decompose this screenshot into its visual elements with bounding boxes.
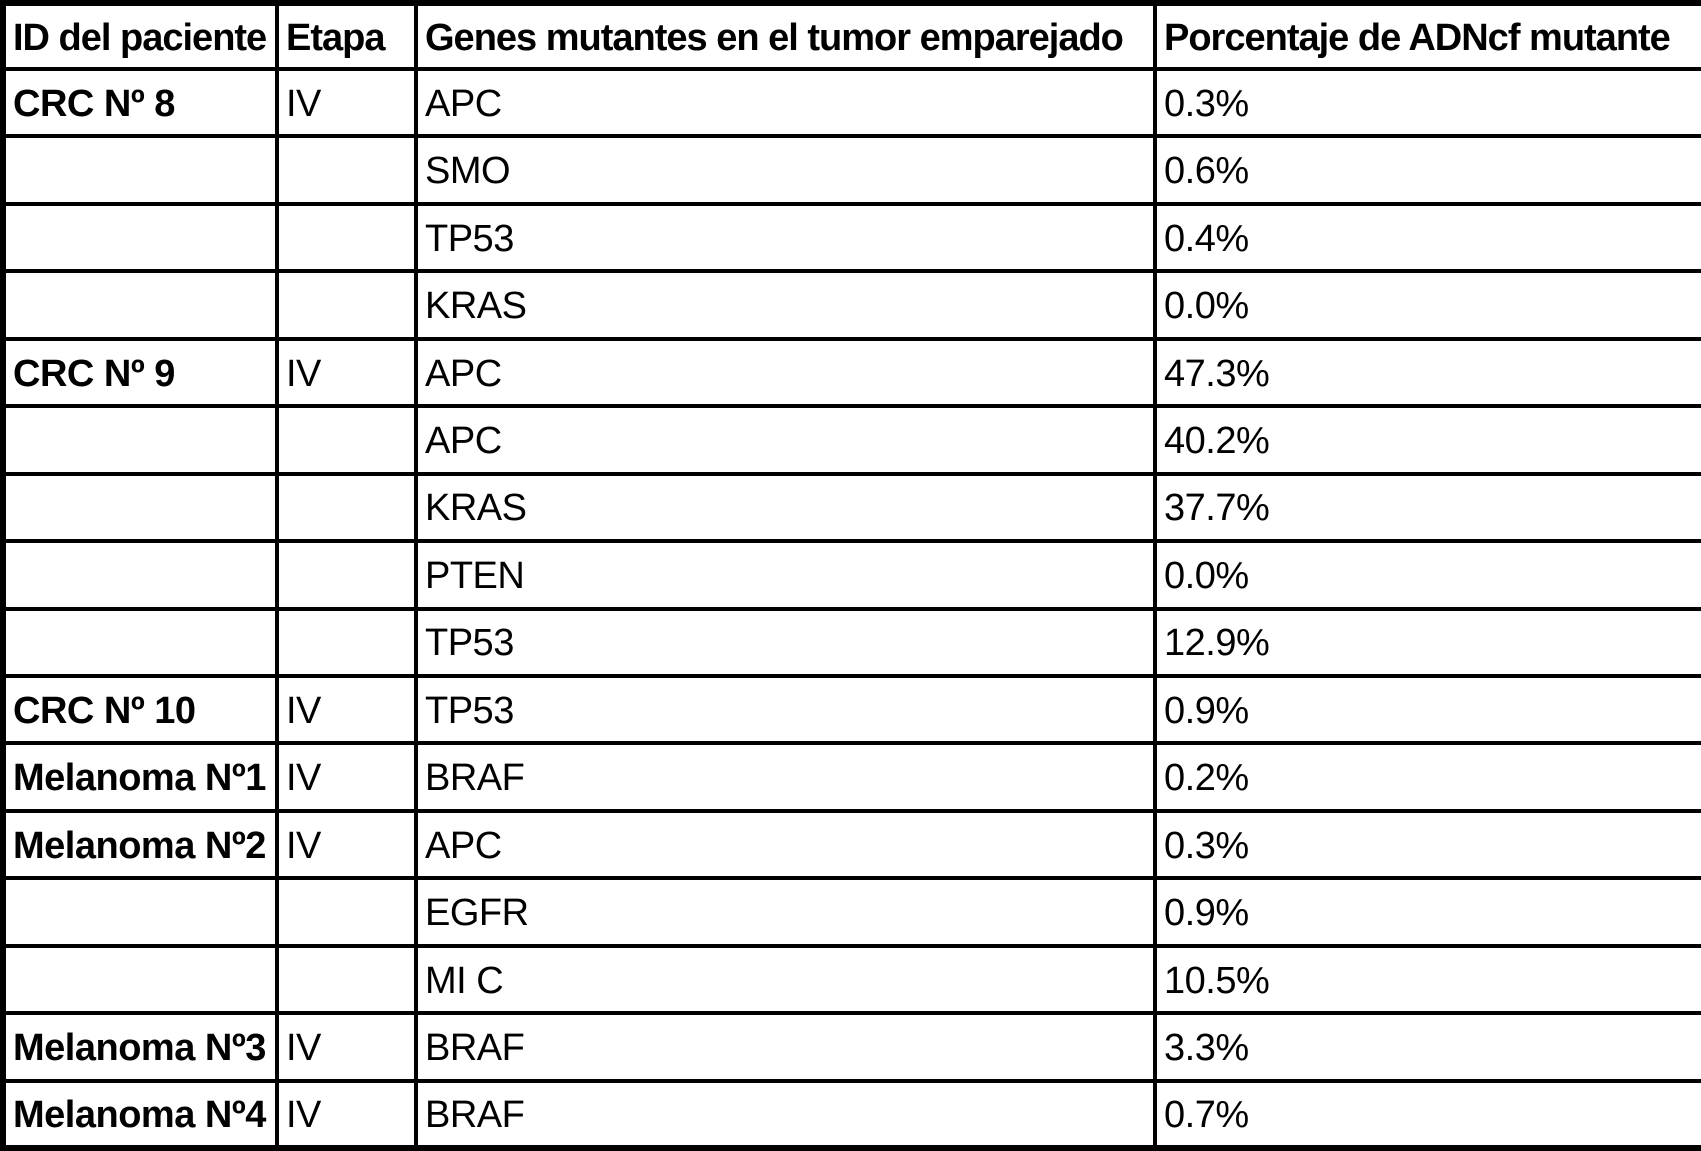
- patient-id-cell: [1, 471, 279, 544]
- gene-cell: TP53: [414, 201, 1157, 274]
- percentage-cell: 0.2%: [1153, 741, 1701, 813]
- stage-cell: IV: [275, 66, 418, 139]
- col-header-patient-id: ID del paciente: [1, 1, 279, 71]
- percentage-cell: 3.3%: [1153, 1011, 1701, 1083]
- stage-cell: IV: [275, 741, 418, 813]
- patient-id-cell: CRC Nº 8: [1, 66, 279, 139]
- table-row: PTEN 0.0%: [1, 539, 1701, 611]
- table-row: SMO 0.6%: [1, 134, 1701, 206]
- gene-cell: BRAF: [414, 1078, 1157, 1151]
- gene-cell: APC: [414, 808, 1157, 881]
- stage-cell: IV: [275, 1078, 418, 1151]
- gene-cell: PTEN: [414, 539, 1157, 611]
- gene-cell: KRAS: [414, 471, 1157, 544]
- col-header-percentage: Porcentaje de ADNcf mutante: [1153, 1, 1701, 71]
- stage-cell: IV: [275, 1011, 418, 1083]
- gene-cell: KRAS: [414, 269, 1157, 341]
- stage-cell: IV: [275, 336, 418, 409]
- percentage-cell: 0.3%: [1153, 66, 1701, 139]
- stage-cell: IV: [275, 808, 418, 881]
- patient-id-cell: [1, 404, 279, 476]
- table-row: CRC Nº 10 IV TP53 0.9%: [1, 673, 1701, 746]
- patient-id-cell: [1, 539, 279, 611]
- stage-cell: [275, 606, 418, 678]
- percentage-cell: 0.9%: [1153, 876, 1701, 948]
- percentage-cell: 12.9%: [1153, 606, 1701, 678]
- gene-cell: MI C: [414, 943, 1157, 1016]
- table-row: MI C 10.5%: [1, 943, 1701, 1016]
- percentage-cell: 47.3%: [1153, 336, 1701, 409]
- percentage-cell: 0.0%: [1153, 269, 1701, 341]
- stage-cell: [275, 876, 418, 948]
- table-row: CRC Nº 9 IV APC 47.3%: [1, 336, 1701, 409]
- patient-id-cell: Melanoma Nº2: [1, 808, 279, 881]
- gene-cell: SMO: [414, 134, 1157, 206]
- percentage-cell: 37.7%: [1153, 471, 1701, 544]
- stage-cell: [275, 943, 418, 1016]
- gene-cell: BRAF: [414, 1011, 1157, 1083]
- col-header-genes: Genes mutantes en el tumor emparejado: [414, 1, 1157, 71]
- patient-id-cell: [1, 606, 279, 678]
- table-row: Melanoma Nº3 IV BRAF 3.3%: [1, 1011, 1701, 1083]
- stage-cell: [275, 471, 418, 544]
- table-row: Melanoma Nº1 IV BRAF 0.2%: [1, 741, 1701, 813]
- table-row: TP53 0.4%: [1, 201, 1701, 274]
- patient-id-cell: Melanoma Nº4: [1, 1078, 279, 1151]
- table-row: APC 40.2%: [1, 404, 1701, 476]
- patient-id-cell: [1, 943, 279, 1016]
- percentage-cell: 0.7%: [1153, 1078, 1701, 1151]
- table-row: EGFR 0.9%: [1, 876, 1701, 948]
- table-row: CRC Nº 8 IV APC 0.3%: [1, 66, 1701, 139]
- stage-cell: [275, 201, 418, 274]
- table-body: CRC Nº 8 IV APC 0.3% SMO 0.6% TP53 0.4% KRAS 0.0%…: [1, 66, 1701, 1151]
- percentage-cell: 10.5%: [1153, 943, 1701, 1016]
- percentage-cell: 0.6%: [1153, 134, 1701, 206]
- stage-cell: [275, 404, 418, 476]
- patient-id-cell: Melanoma Nº1: [1, 741, 279, 813]
- patient-id-cell: [1, 201, 279, 274]
- gene-cell: EGFR: [414, 876, 1157, 948]
- table-row: Melanoma Nº2 IV APC 0.3%: [1, 808, 1701, 881]
- gene-cell: TP53: [414, 673, 1157, 746]
- gene-cell: APC: [414, 404, 1157, 476]
- table-row: KRAS 37.7%: [1, 471, 1701, 544]
- patient-id-cell: [1, 134, 279, 206]
- percentage-cell: 0.4%: [1153, 201, 1701, 274]
- patient-id-cell: [1, 876, 279, 948]
- patient-id-cell: Melanoma Nº3: [1, 1011, 279, 1083]
- stage-cell: IV: [275, 673, 418, 746]
- stage-cell: [275, 269, 418, 341]
- percentage-cell: 0.9%: [1153, 673, 1701, 746]
- patient-id-cell: [1, 269, 279, 341]
- stage-cell: [275, 134, 418, 206]
- gene-cell: TP53: [414, 606, 1157, 678]
- gene-cell: BRAF: [414, 741, 1157, 813]
- table-header-row: ID del paciente Etapa Genes mutantes en …: [1, 1, 1701, 71]
- stage-cell: [275, 539, 418, 611]
- col-header-stage: Etapa: [275, 1, 418, 71]
- table-row: KRAS 0.0%: [1, 269, 1701, 341]
- patient-id-cell: CRC Nº 9: [1, 336, 279, 409]
- table-row: Melanoma Nº4 IV BRAF 0.7%: [1, 1078, 1701, 1151]
- patient-id-cell: CRC Nº 10: [1, 673, 279, 746]
- gene-cell: APC: [414, 336, 1157, 409]
- percentage-cell: 40.2%: [1153, 404, 1701, 476]
- percentage-cell: 0.3%: [1153, 808, 1701, 881]
- gene-cell: APC: [414, 66, 1157, 139]
- table-row: TP53 12.9%: [1, 606, 1701, 678]
- percentage-cell: 0.0%: [1153, 539, 1701, 611]
